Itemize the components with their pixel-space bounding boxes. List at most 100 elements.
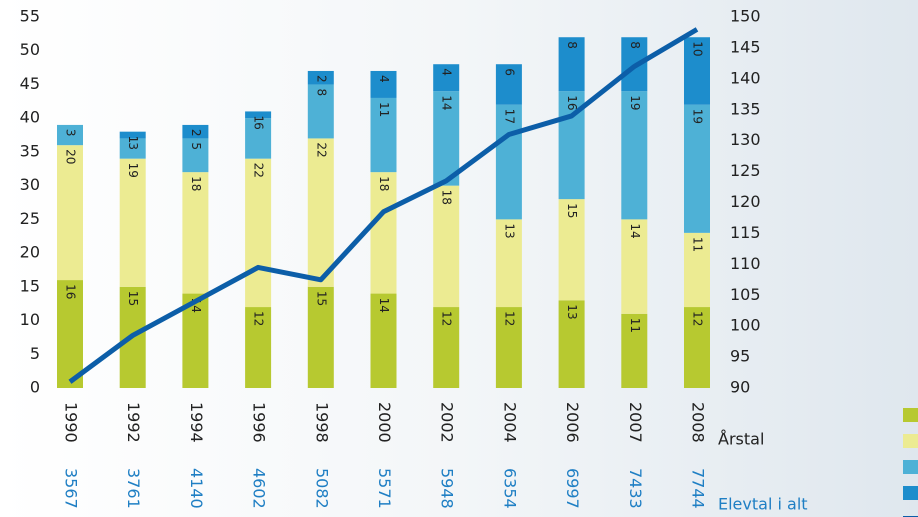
segment-label: 8 xyxy=(628,41,642,49)
total-label: 6354 xyxy=(500,468,519,509)
y-tick-label: 15 xyxy=(20,276,40,295)
bar-segment xyxy=(370,70,397,98)
bar-segment xyxy=(307,286,334,388)
bar-segment xyxy=(621,313,648,388)
bar-segment xyxy=(307,84,334,139)
segment-label: 18 xyxy=(189,176,203,191)
bar-segment xyxy=(558,300,585,388)
total-label: 4140 xyxy=(187,468,206,509)
segment-label: 1 xyxy=(126,136,140,144)
bar-segment xyxy=(558,199,585,301)
segment-label: 15 xyxy=(126,291,140,306)
bar-segment xyxy=(433,185,460,308)
segment-label: 6 xyxy=(502,68,516,76)
segment-label: 15 xyxy=(314,291,328,306)
segment-label: 19 xyxy=(126,163,140,178)
y-tick-label: 50 xyxy=(20,40,40,59)
x-tick-label: 2002 xyxy=(438,402,457,443)
bar-segment xyxy=(370,293,397,388)
segment-label: 3 xyxy=(126,142,140,150)
y-tick-label: 40 xyxy=(20,108,40,127)
y2-tick-label: 100 xyxy=(730,316,761,335)
bar-segment xyxy=(245,118,272,159)
y-tick-label: 0 xyxy=(30,378,40,397)
bar-segment xyxy=(558,37,585,92)
bar-segment xyxy=(495,307,522,388)
segment-label: 12 xyxy=(440,311,454,326)
segment-label: 17 xyxy=(502,109,516,124)
bar-segment xyxy=(684,37,710,105)
total-label: 7744 xyxy=(689,468,708,509)
bar-segment xyxy=(621,219,648,314)
bar-segment xyxy=(370,172,397,294)
segment-label: 14 xyxy=(628,223,642,238)
segment-label: 8 xyxy=(314,88,328,96)
totals-label: Elevtal i alt xyxy=(718,495,808,514)
segment-label: 2 xyxy=(314,75,328,83)
bar-segment xyxy=(245,307,272,388)
segment-label: 16 xyxy=(565,95,579,110)
y2-tick-label: 105 xyxy=(730,285,761,304)
bar-segment xyxy=(684,232,710,308)
x-tick-label: 1992 xyxy=(124,402,143,443)
bar-segment xyxy=(182,293,209,388)
x-tick-label: 1990 xyxy=(62,402,81,443)
segment-label: 18 xyxy=(440,190,454,205)
segment-label: 19 xyxy=(691,109,705,124)
bar-segment xyxy=(621,91,648,220)
segment-label: 6 xyxy=(252,122,266,130)
bar-segment xyxy=(684,307,710,388)
total-label: 3761 xyxy=(124,468,143,509)
segment-label: 5 xyxy=(189,142,203,150)
bar-segment xyxy=(307,138,334,287)
total-label: 5948 xyxy=(438,468,457,509)
segment-label: 4 xyxy=(440,68,454,76)
bar-segment xyxy=(684,104,710,233)
bar-segment xyxy=(57,280,83,388)
bar-segment xyxy=(495,64,522,105)
segment-label: 11 xyxy=(691,237,705,252)
segment-label: 12 xyxy=(252,311,266,326)
bar-segment xyxy=(57,124,83,146)
x-tick-label: 2008 xyxy=(689,402,708,443)
segment-label: 14 xyxy=(377,298,391,313)
y-tick-label: 45 xyxy=(20,74,40,93)
bar-segment xyxy=(370,97,397,173)
y-tick-label: 55 xyxy=(20,7,40,26)
bar-segment xyxy=(182,124,209,139)
bar-segment xyxy=(119,131,146,139)
y-tick-label: 20 xyxy=(20,243,40,262)
y2-tick-label: 115 xyxy=(730,223,761,242)
bar-segment xyxy=(495,104,522,220)
segment-label: 15 xyxy=(565,203,579,218)
bar-segment xyxy=(245,111,272,119)
y2-tick-label: 135 xyxy=(730,99,761,118)
y2-tick-label: 150 xyxy=(730,7,761,26)
x-tick-label: 1998 xyxy=(312,402,331,443)
segment-label: 11 xyxy=(628,318,642,333)
segment-label: 1 xyxy=(252,115,266,123)
total-label: 5571 xyxy=(375,468,394,509)
segment-label: 13 xyxy=(565,304,579,319)
legend-swatch xyxy=(903,408,918,422)
segment-label: 18 xyxy=(377,176,391,191)
bar-segment xyxy=(182,172,209,294)
y2-tick-label: 110 xyxy=(730,254,761,273)
bar-segment xyxy=(433,91,460,186)
bar-segment xyxy=(245,158,272,308)
x-tick-label: 2007 xyxy=(626,402,645,443)
y2-tick-label: 90 xyxy=(730,378,750,397)
y2-tick-label: 130 xyxy=(730,130,761,149)
segment-label: 20 xyxy=(64,149,78,164)
x-tick-label: 1994 xyxy=(187,402,206,443)
y2-tick-label: 120 xyxy=(730,192,761,211)
x-axis-label: Årstal xyxy=(718,430,764,449)
bar-segment xyxy=(433,64,460,92)
y-tick-label: 30 xyxy=(20,175,40,194)
bar-segment xyxy=(495,219,522,308)
y-tick-label: 25 xyxy=(20,209,40,228)
x-tick-label: 2004 xyxy=(500,402,519,443)
y2-tick-label: 140 xyxy=(730,68,761,87)
y2-tick-label: 145 xyxy=(730,37,761,56)
